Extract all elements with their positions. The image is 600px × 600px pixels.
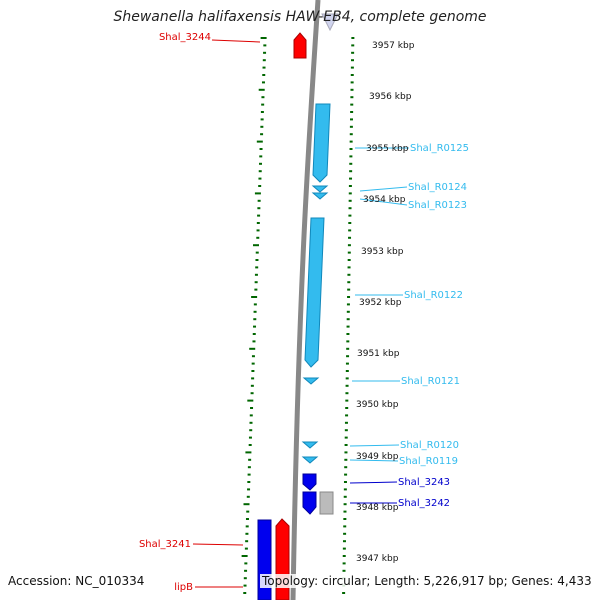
backbone-end-marker xyxy=(321,13,339,32)
kbp-tick-label: 3954 kbp xyxy=(363,195,406,205)
gene-label[interactable]: Shal_R0120 xyxy=(400,440,459,451)
kbp-tick-label: 3957 kbp xyxy=(372,41,415,51)
kbp-tick-label: 3951 kbp xyxy=(357,349,400,359)
kbp-tick-labels: 3957 kbp 3956 kbp 3955 kbp 3954 kbp 3953 kbp… xyxy=(356,41,415,564)
leader-line xyxy=(359,186,408,192)
gene-label[interactable]: Shal_R0125 xyxy=(410,143,469,154)
map-title: Shewanella halifaxensis HAW-EB4, complet… xyxy=(113,9,487,25)
leader-line xyxy=(359,198,408,206)
gene-label[interactable]: Shal_3241 xyxy=(139,539,191,550)
gene-shal-3243 xyxy=(302,473,317,491)
kbp-tick-label: 3956 kbp xyxy=(369,92,412,102)
gene-label[interactable]: Shal_R0124 xyxy=(408,182,467,193)
genome-backbone xyxy=(290,0,321,600)
gene-shal-3244 xyxy=(293,32,307,59)
rna-shal-r0122 xyxy=(304,217,325,368)
leader-line xyxy=(192,543,244,546)
rna-shal-r0119 xyxy=(301,456,319,464)
accession-label: Accession: NC_010334 xyxy=(8,574,145,588)
rna-shal-r0125 xyxy=(312,103,331,183)
kbp-tick-label: 3950 kbp xyxy=(356,400,399,410)
kbp-tick-label: 3955 kbp xyxy=(366,144,409,154)
gene-label[interactable]: Shal_3243 xyxy=(398,477,450,488)
gene-label[interactable]: Shal_R0123 xyxy=(408,200,467,211)
gene-shal-3242 xyxy=(302,491,317,515)
genome-summary: Topology: circular; Length: 5,226,917 bp… xyxy=(260,574,594,588)
leader-line xyxy=(349,444,400,447)
gene-label[interactable]: lipB xyxy=(174,582,193,593)
leader-line xyxy=(211,39,261,43)
leader-line xyxy=(349,481,398,484)
pseudogene xyxy=(319,491,334,515)
rna-shal-r0124 xyxy=(311,185,329,193)
leader-line xyxy=(349,459,399,462)
kbp-tick-label: 3948 kbp xyxy=(356,503,399,513)
kbp-tick-label: 3953 kbp xyxy=(361,247,404,257)
outer-tick-track xyxy=(342,37,355,594)
inner-tick-track xyxy=(241,37,267,594)
gene-labels: Shal_3244 Shal_R0125 Shal_R0124 Shal_R0123 S… xyxy=(139,32,469,593)
gene-label[interactable]: Shal_R0122 xyxy=(404,290,463,301)
gene-shal-3241 xyxy=(257,519,272,600)
gene-label[interactable]: Shal_R0121 xyxy=(401,376,460,387)
label-leader-lines xyxy=(192,39,409,588)
gene-label[interactable]: Shal_R0119 xyxy=(399,456,458,467)
rna-shal-r0123 xyxy=(311,192,329,200)
rna-shal-r0120 xyxy=(301,441,319,449)
kbp-tick-label: 3947 kbp xyxy=(356,554,399,564)
rna-shal-r0121 xyxy=(302,377,320,385)
kbp-tick-label: 3949 kbp xyxy=(356,452,399,462)
kbp-tick-label: 3952 kbp xyxy=(359,298,402,308)
gene-label[interactable]: Shal_3242 xyxy=(398,498,450,509)
gene-label[interactable]: Shal_3244 xyxy=(159,32,211,43)
